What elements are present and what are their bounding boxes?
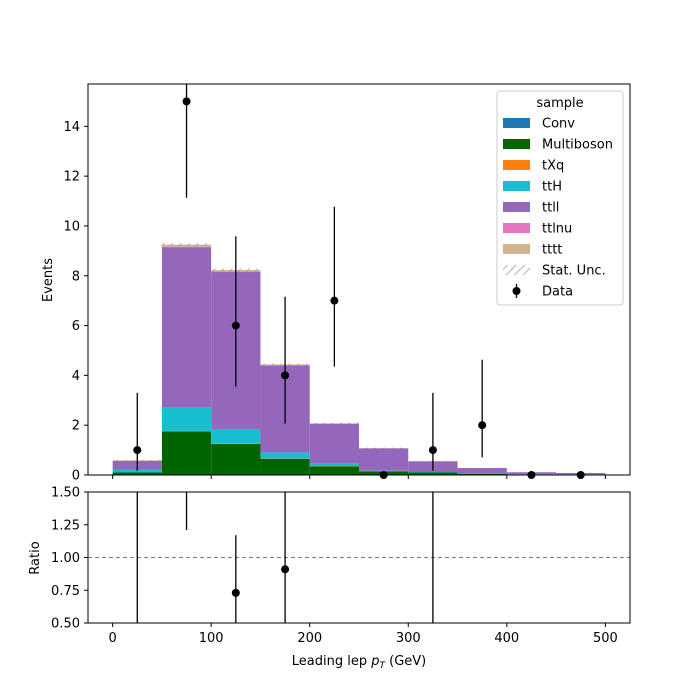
bar-ttll-bin-4	[309, 423, 359, 464]
legend-label-tttt: tttt	[542, 243, 562, 258]
bar-tth-bin-4	[309, 463, 359, 467]
legend-label-txq: tXq	[542, 159, 564, 174]
bar-tth-bin-0	[112, 469, 162, 473]
legend-swatch-tth	[503, 181, 530, 191]
main-panel: 0 2 4 6 8 10 12 14 Events	[41, 83, 631, 484]
bar-multiboson-bin-3	[260, 458, 310, 475]
data-point-2	[231, 321, 240, 330]
legend: sample Conv Multiboson tXq ttH ttll ttlnu tttt S…	[496, 90, 624, 306]
legend-title: sample	[536, 96, 583, 111]
bar-tth-bin-2	[211, 428, 261, 444]
data-point-6	[428, 446, 437, 455]
bar-ttll-bin-7	[457, 468, 507, 474]
legend-marker-data	[512, 287, 521, 295]
bar-multiboson-bin-6	[408, 472, 458, 475]
data-point-4	[330, 296, 339, 305]
legend-swatch-stat-unc	[503, 265, 530, 275]
stat-unc-band-bin-4	[309, 422, 359, 424]
main-ytick-label: 14	[63, 120, 80, 135]
legend-label-conv: Conv	[542, 117, 575, 132]
ratio-xtick-label: 300	[396, 631, 421, 646]
main-ytick-label: 12	[63, 170, 80, 185]
legend-swatch-multiboson	[503, 139, 530, 149]
bar-multiboson-bin-1	[161, 431, 212, 475]
data-point-3	[281, 371, 290, 380]
main-ytick-label: 10	[63, 219, 80, 234]
bar-multiboson-bin-2	[211, 443, 261, 475]
ratio-xtick-label: 500	[593, 631, 618, 646]
ratio-xtick-label: 0	[108, 631, 116, 646]
ratio-axes-frame	[87, 491, 631, 624]
ratio-xtick-label: 100	[199, 631, 224, 646]
legend-label-data: Data	[542, 285, 573, 300]
data-point-7	[478, 421, 487, 430]
legend-label-tth: ttH	[542, 180, 562, 195]
data-point-1	[182, 97, 191, 106]
stat-unc-band-bin-1	[161, 243, 212, 247]
legend-swatch-ttll	[503, 202, 530, 212]
ratio-ytick-label: 1.25	[51, 518, 80, 533]
ratio-point-2	[231, 588, 240, 597]
ratio-ytick-label: 0.75	[51, 584, 80, 599]
stat-unc-band-bin-7	[457, 467, 507, 470]
main-ytick-label: 4	[72, 369, 80, 384]
bar-multiboson-bin-7	[457, 473, 507, 475]
main-ylabel: Events	[41, 258, 56, 302]
bar-multiboson-bin-4	[309, 466, 359, 475]
legend-swatch-ttlnu	[503, 223, 530, 233]
ratio-xtick-label: 200	[297, 631, 322, 646]
ratio-ylabel: Ratio	[28, 541, 43, 574]
stat-unc-band-bin-5	[359, 447, 409, 450]
legend-swatch-tttt	[503, 244, 530, 254]
legend-label-stat-unc: Stat. Unc.	[542, 264, 606, 279]
legend-label-ttll: ttll	[542, 201, 559, 216]
ratio-xlabel: Leading lep pT (GeV)	[292, 654, 426, 671]
bar-tth-bin-3	[260, 452, 310, 459]
ratio-panel: 0.50 0.75 1.00 1.25 1.50 0 100 200 300 400 500 Ra…	[28, 486, 631, 671]
main-ytick-label: 8	[72, 269, 80, 284]
ratio-ytick-label: 1.50	[51, 486, 80, 501]
bar-ttll-bin-1	[161, 247, 212, 408]
bar-multiboson-bin-0	[112, 472, 162, 475]
main-axes-frame	[87, 83, 631, 476]
ratio-point-3	[281, 565, 290, 574]
ratio-ytick-label: 1.00	[51, 551, 80, 566]
main-ytick-label: 6	[72, 319, 80, 334]
data-point-0	[133, 446, 142, 455]
main-ytick-label: 0	[72, 469, 80, 484]
legend-swatch-txq	[503, 160, 530, 170]
bar-ttll-bin-5	[359, 448, 409, 471]
ratio-ytick-label: 0.50	[51, 617, 80, 632]
ratio-xtick-label: 400	[494, 631, 519, 646]
bar-tth-bin-1	[161, 407, 212, 431]
legend-swatch-conv	[503, 118, 530, 128]
main-ytick-label: 2	[72, 419, 80, 434]
legend-label-multiboson: Multiboson	[542, 138, 613, 153]
legend-label-ttlnu: ttlnu	[542, 222, 572, 237]
